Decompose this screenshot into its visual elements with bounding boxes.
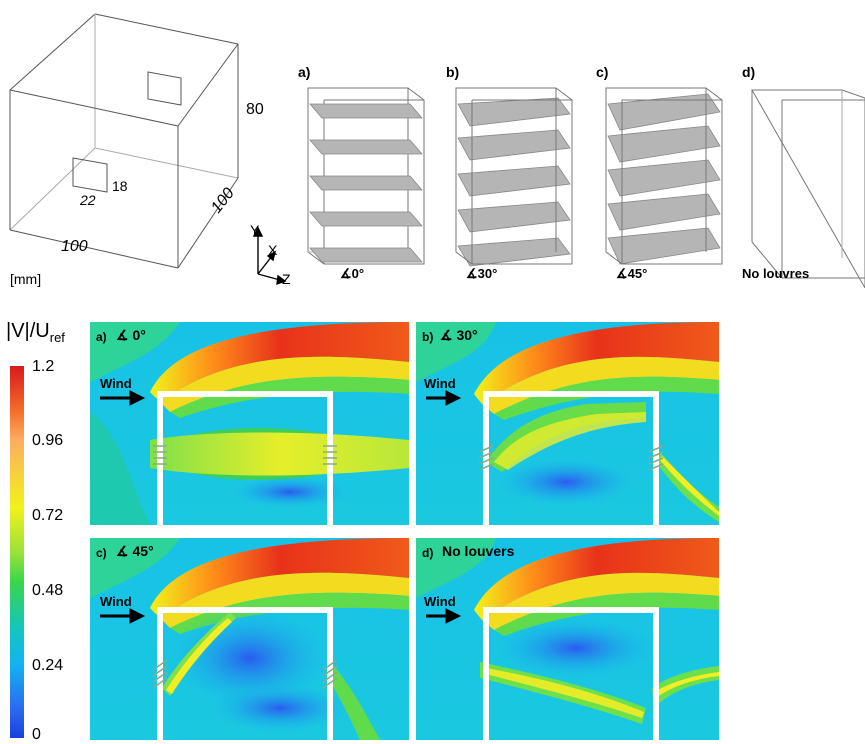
velocity-panel-d <box>416 538 719 740</box>
angle-icon: ∡ <box>616 266 628 281</box>
panel-d-wind: Wind <box>424 594 456 609</box>
config-a-letter: a) <box>298 64 311 80</box>
colorbar-tick: 1.2 <box>32 358 55 375</box>
velocity-panel-c <box>90 538 409 740</box>
panel-c-wind: Wind <box>100 594 132 609</box>
config-c-letter: c) <box>596 64 609 80</box>
axis-x-label: X <box>268 242 278 258</box>
dim-width: 100 <box>61 238 88 255</box>
panel-d-caption: No louvers <box>442 543 515 559</box>
config-b-letter: b) <box>446 64 460 80</box>
louvre-config-45deg <box>605 87 723 265</box>
config-d-caption: No louvres <box>742 266 810 281</box>
axis-triad <box>252 226 287 286</box>
colorbar-tick: 0 <box>32 726 41 743</box>
panel-c-caption: ∡ 45° <box>116 543 154 559</box>
panel-a-caption: ∡ 0° <box>116 327 146 343</box>
config-a-caption: ∡0° <box>340 266 365 281</box>
panel-c-letter: c) <box>96 546 107 560</box>
config-c-caption: ∡45° <box>616 266 648 281</box>
building-schematic <box>9 13 239 269</box>
angle-icon: ∡ <box>340 266 352 281</box>
panel-b-wind: Wind <box>424 376 456 391</box>
velocity-panel-b <box>416 322 719 525</box>
velocity-panel-a <box>90 322 409 525</box>
dim-height: 80 <box>246 101 264 118</box>
colorbar <box>10 366 24 738</box>
panel-b-letter: b) <box>422 330 434 344</box>
angle-icon: ∡ <box>466 266 478 281</box>
unit-label: [mm] <box>10 271 42 287</box>
angle-icon: ∡ <box>116 543 129 559</box>
louvre-config-none <box>751 89 865 288</box>
panel-a-letter: a) <box>96 330 107 344</box>
colorbar-tick: 0.24 <box>32 657 64 674</box>
axis-z-label: Z <box>282 271 291 287</box>
config-d-letter: d) <box>742 64 756 80</box>
panel-b-caption: ∡ 30° <box>440 327 478 343</box>
colorbar-tick: 0.96 <box>32 432 64 449</box>
colorbar-tick: 0.48 <box>32 582 64 599</box>
angle-icon: ∡ <box>440 327 453 343</box>
config-b-caption: ∡30° <box>466 266 498 281</box>
louvre-config-30deg <box>455 87 573 267</box>
colorbar-title: |V|/Uref <box>6 320 65 345</box>
colorbar-tick: 0.72 <box>32 507 64 524</box>
louvre-config-0deg <box>307 87 425 265</box>
panel-a-wind: Wind <box>100 376 132 391</box>
axis-y-label: Y <box>250 222 260 238</box>
angle-icon: ∡ <box>116 327 129 343</box>
panel-d-letter: d) <box>422 546 434 560</box>
dim-opening-width: 22 <box>80 192 96 208</box>
dim-opening-height: 18 <box>112 178 128 194</box>
